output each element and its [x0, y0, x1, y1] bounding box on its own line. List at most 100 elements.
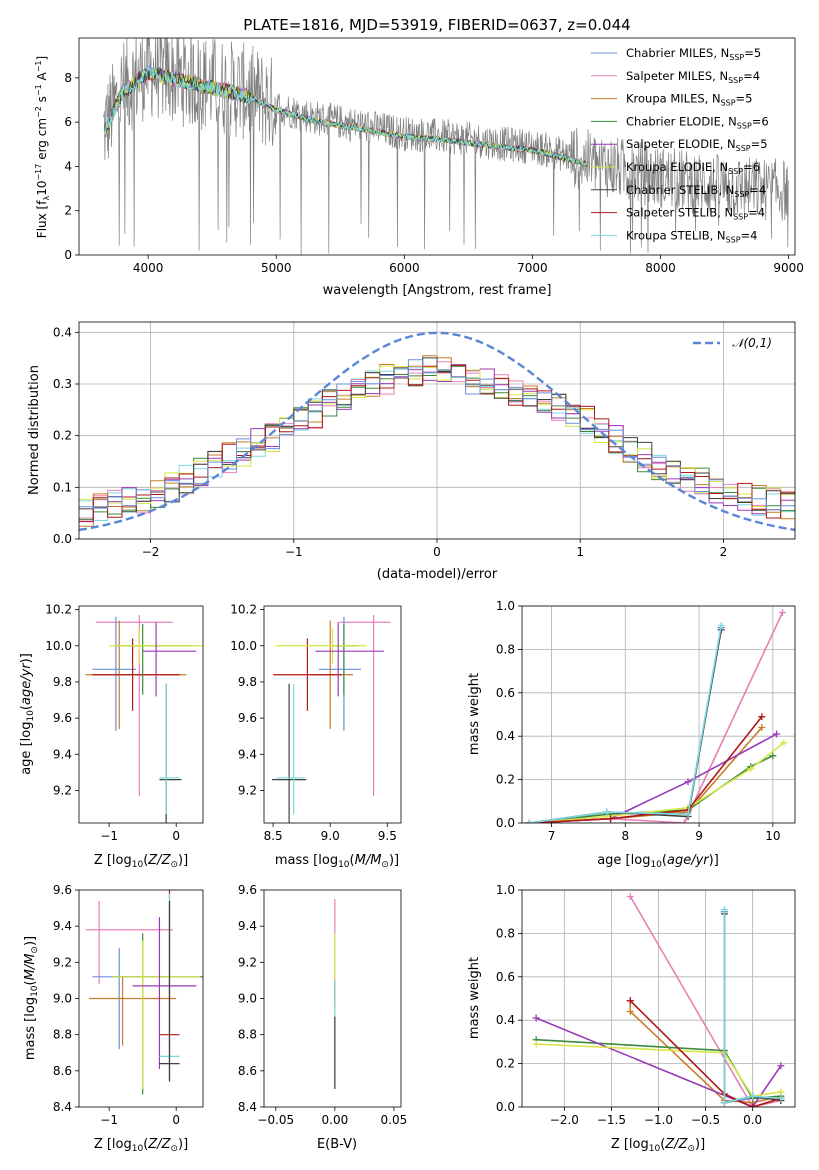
x-tick-label: 5000: [261, 261, 292, 275]
x-tick-label: −1: [100, 1113, 118, 1127]
weight-line-salpeter-miles: [629, 896, 782, 1107]
weight-marker: [680, 819, 688, 823]
panel-spectrum: 4000 5000 6000 7000 8000 9000 0 2 4 6 8 wavelength …: [34, 37, 804, 298]
legend-nssp: =4: [741, 228, 758, 242]
weight-marker: [626, 1008, 634, 1016]
panel-weight-vs-age: 7 8 9 10 0.0 0.2 0.4 0.6 0.8 1.0 age [log10(age/yr…: [467, 599, 796, 870]
weight-marker: [758, 724, 766, 732]
legend-entry: Chabrier STELIB, NSSP=4: [626, 183, 766, 199]
legend-subscript: SSP: [728, 76, 743, 85]
y-tick-label: 9.4: [238, 747, 257, 761]
y-tick-label: 0.8: [496, 642, 515, 656]
plot-area-age-vs-mass: [271, 615, 391, 823]
legend-entry: Kroupa STELIB, NSSP=4: [626, 228, 757, 244]
panel-mass-vs-z: −1 0 8.4 8.6 8.8 9.0 9.2 9.4 9.6 Z [log10(Z/Z⊙)] m…: [23, 883, 204, 1154]
legend-nssp: =5: [736, 92, 753, 106]
weight-line-salpeter-miles: [529, 612, 784, 823]
plot-area-residuals: [79, 322, 795, 539]
y-tick-label: 0.2: [496, 1057, 515, 1071]
weight-marker: [777, 1088, 785, 1096]
weight-marker: [717, 622, 725, 630]
weight-line-kroupa-stelib: [529, 625, 722, 823]
legend-entry: Kroupa ELODIE, NSSP=6: [626, 160, 760, 176]
plot-area-weight-vs-z: [522, 890, 795, 1107]
x-tick-label: 10: [765, 829, 780, 843]
histogram-chabrier-miles: [79, 359, 795, 511]
x-tick-label: 2: [720, 545, 728, 559]
weight-marker: [769, 752, 777, 760]
legend-subscript: SSP: [726, 235, 741, 244]
y-tick-label: 0.4: [496, 1013, 515, 1027]
weight-marker: [684, 810, 692, 818]
x-tick-label: −1: [285, 545, 303, 559]
weight-marker: [749, 1092, 757, 1100]
weight-marker: [720, 906, 728, 914]
axes-frame: [521, 889, 796, 1108]
x-tick-label: 7000: [517, 261, 548, 275]
weight-marker: [626, 997, 634, 1005]
legend-entry: 𝒩(0,1): [732, 336, 772, 350]
x-tick-label: 6000: [389, 261, 420, 275]
model-spectrum-kroupa-stelib: [104, 66, 588, 166]
y-tick-label: 10.0: [230, 639, 257, 653]
axes-frame: [78, 889, 204, 1108]
y-tick-label: 9.6: [238, 883, 257, 897]
legend-nssp: =6: [752, 114, 769, 128]
y-tick-label: 9.2: [53, 955, 72, 969]
y-tick-label: 0.0: [496, 816, 515, 830]
observed-spectrum: [102, 38, 789, 255]
weight-marker: [603, 808, 611, 816]
y-tick-label: 0.6: [496, 970, 515, 984]
weight-marker: [626, 893, 634, 901]
legend-subscript: SSP: [729, 53, 744, 62]
y-tick-label: 9.2: [238, 955, 257, 969]
panel-age-vs-mass: 8.5 9.0 9.5 9.2 9.4 9.6 9.8 10.0 10.2 mass [log10…: [230, 603, 402, 870]
y-tick-label: 9.4: [53, 747, 72, 761]
axes-frame: [263, 889, 402, 1108]
legend-subscript: SSP: [721, 99, 736, 108]
y-tick-label: 8.4: [53, 1100, 72, 1114]
y-tick-label: 10.0: [45, 639, 72, 653]
legend-subscript: SSP: [734, 190, 749, 199]
y-axis-label: mass [log10(M/M⊙)]: [23, 936, 40, 1060]
x-axis-label: Z [log10(Z/Z⊙)]: [94, 1137, 188, 1154]
plot-area-weight-vs-age: [522, 606, 795, 823]
panel-mass-vs-ebv: −0.05 0.00 0.05 8.4 8.6 8.8 9.0 9.2 9.4 9.6 E(B-V): [238, 883, 407, 1152]
x-tick-label: 0.05: [381, 1113, 408, 1127]
legend-entry: Chabrier ELODIE, NSSP=6: [626, 114, 769, 130]
x-tick-label: −2.0: [550, 1113, 579, 1127]
weight-marker: [777, 1094, 785, 1102]
axes-frame: [263, 605, 402, 824]
x-tick-label: −1.5: [597, 1113, 626, 1127]
y-tick-label: 10.2: [45, 603, 72, 617]
x-axis-label: wavelength [Angstrom, rest frame]: [323, 283, 552, 298]
weight-marker: [773, 730, 781, 738]
y-tick-label: 4: [64, 159, 72, 173]
legend-nssp: =4: [748, 206, 765, 220]
y-tick-label: 0.0: [496, 1100, 515, 1114]
y-tick-label: 0.8: [496, 926, 515, 940]
y-tick-label: 8.4: [238, 1100, 257, 1114]
histogram-kroupa-miles: [79, 355, 795, 527]
y-tick-label: 9.6: [53, 883, 72, 897]
weight-marker: [747, 765, 755, 773]
y-tick-label: 0.3: [53, 377, 72, 391]
x-tick-label: 4000: [133, 261, 164, 275]
x-tick-label: −0.05: [257, 1113, 294, 1127]
weight-marker: [607, 815, 615, 823]
y-tick-label: 9.8: [53, 675, 72, 689]
y-tick-label: 10.2: [230, 603, 257, 617]
x-tick-label: 9: [695, 829, 703, 843]
weight-line-kroupa-stelib: [723, 909, 781, 1104]
y-axis-label: Flux [fλ10−17 erg cm−2 s−1 A−1]: [34, 56, 51, 238]
x-axis-label: E(B-V): [317, 1137, 357, 1152]
x-axis-label: Z [log10(Z/Z⊙)]: [611, 1137, 705, 1154]
weight-line-kroupa-elodie: [536, 1043, 782, 1098]
y-tick-label: 8.8: [238, 1028, 257, 1042]
y-tick-label: 0.4: [496, 729, 515, 743]
weight-marker: [720, 1099, 728, 1107]
x-axis-label: mass [log10(M/M⊙)]: [275, 853, 399, 870]
y-tick-label: 9.2: [238, 783, 257, 797]
weight-marker: [749, 1103, 757, 1107]
weight-line-kroupa-elodie: [529, 742, 785, 823]
